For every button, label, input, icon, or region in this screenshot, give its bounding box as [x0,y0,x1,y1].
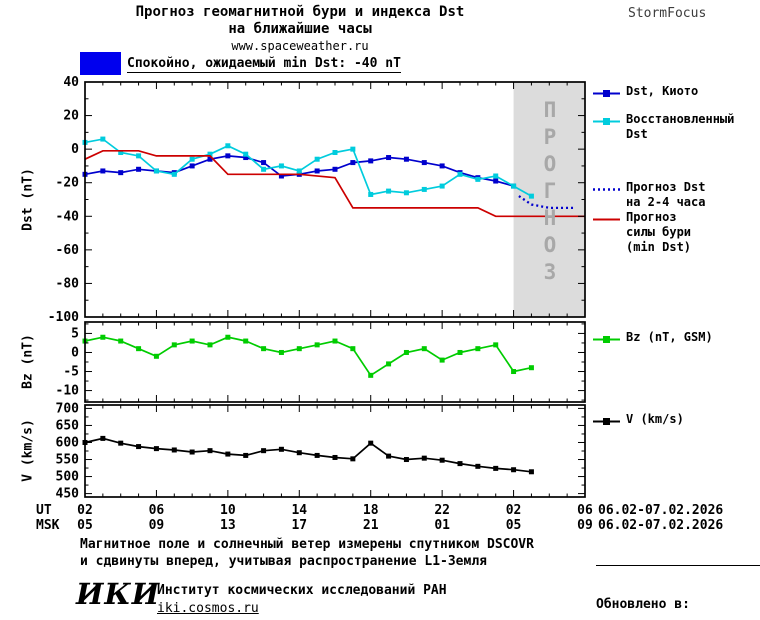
legend-swatch-storm-strength [593,218,620,221]
svg-text:09: 09 [577,518,593,533]
page-subtitle: на ближайшие часы [228,21,372,37]
legend-item-storm-strength-forecast: Прогноз силы бури (min Dst) [593,210,758,255]
legend-label: Прогноз Dst на 2-4 часа [626,180,706,209]
svg-text:06.02-07.02.2026: 06.02-07.02.2026 [598,503,723,518]
svg-text:600: 600 [56,435,80,450]
site-url-link[interactable]: www.spaceweather.ru [231,39,369,53]
v-axis-label: V (km/s) [20,419,36,482]
svg-text:-80: -80 [56,276,80,291]
svg-text:-100: -100 [48,310,79,325]
legend-swatch-v [593,418,620,425]
svg-text:-40: -40 [56,209,80,224]
dst-axis-label: Dst (nT) [20,168,36,231]
storm-level-color-swatch [80,52,121,75]
svg-text:06: 06 [577,503,593,518]
brand-label: StormFocus [628,6,707,21]
svg-text:-10: -10 [56,384,80,399]
updated-at-block: Обновлено в: UT 02:05, 07.02.2026 MSK 05… [596,565,760,620]
legend-item-dst-kyoto: Dst, Киото [593,84,758,100]
svg-text:450: 450 [56,487,80,502]
svg-text:09: 09 [149,518,165,533]
svg-text:06: 06 [149,503,165,518]
svg-text:-60: -60 [56,243,80,258]
svg-text:01: 01 [434,518,450,533]
legend-item-v: V (km/s) [593,412,758,428]
legend-swatch-bz [593,336,620,343]
legend-label: Прогноз силы бури (min Dst) [626,210,692,254]
data-source-note-line2: и сдвинуты вперед, учитывая распростране… [80,554,487,569]
updated-heading: Обновлено в: [596,597,690,612]
svg-text:05: 05 [506,518,522,533]
storm-level-status-text: Спокойно, ожидаемый min Dst: -40 nT [127,56,401,73]
svg-text:18: 18 [363,503,379,518]
svg-text:0: 0 [71,142,79,157]
svg-text:40: 40 [63,75,79,90]
svg-text:17: 17 [291,518,307,533]
svg-text:02: 02 [77,503,93,518]
institute-name: Институт космических исследований РАН [157,583,447,598]
legend-label: Dst, Киото [626,84,699,98]
svg-text:650: 650 [56,418,80,433]
svg-text:10: 10 [220,503,236,518]
legend-swatch-reconstructed-dst [593,118,620,125]
svg-text:13: 13 [220,518,236,533]
page-title: Прогноз геомагнитной бури и индекса Dst [135,4,465,20]
iki-logo: ИКИ [76,577,161,611]
svg-text:MSK: MSK [36,518,60,533]
svg-text:5: 5 [71,326,79,341]
data-source-note-line1: Магнитное поле и солнечный ветер измерен… [80,537,534,552]
svg-text:550: 550 [56,453,80,468]
legend-swatch-dst-kyoto [593,90,620,97]
svg-text:20: 20 [63,109,79,124]
svg-text:-20: -20 [56,176,80,191]
legend-label: V (km/s) [626,412,684,426]
svg-text:700: 700 [56,401,80,416]
institute-url-link[interactable]: iki.cosmos.ru [157,601,259,616]
legend-label: Bz (nT, GSM) [626,330,713,344]
legend-label: Восстановленный Dst [626,112,735,141]
svg-text:21: 21 [363,518,379,533]
svg-text:05: 05 [77,518,93,533]
legend-item-forecast-dst: Прогноз Dst на 2-4 часа [593,180,758,210]
bz-axis-label: Bz (nT) [20,334,36,389]
svg-text:02: 02 [506,503,522,518]
svg-text:0: 0 [71,345,79,360]
svg-text:UT: UT [36,503,52,518]
svg-text:500: 500 [56,470,80,485]
svg-text:06.02-07.02.2026: 06.02-07.02.2026 [598,518,723,533]
svg-text:-5: -5 [63,365,79,380]
legend-item-bz: Bz (nT, GSM) [593,330,758,346]
svg-text:22: 22 [434,503,450,518]
svg-text:14: 14 [291,503,307,518]
legend-swatch-forecast-dst [593,188,620,191]
legend-item-reconstructed-dst: Восстановленный Dst [593,112,758,142]
